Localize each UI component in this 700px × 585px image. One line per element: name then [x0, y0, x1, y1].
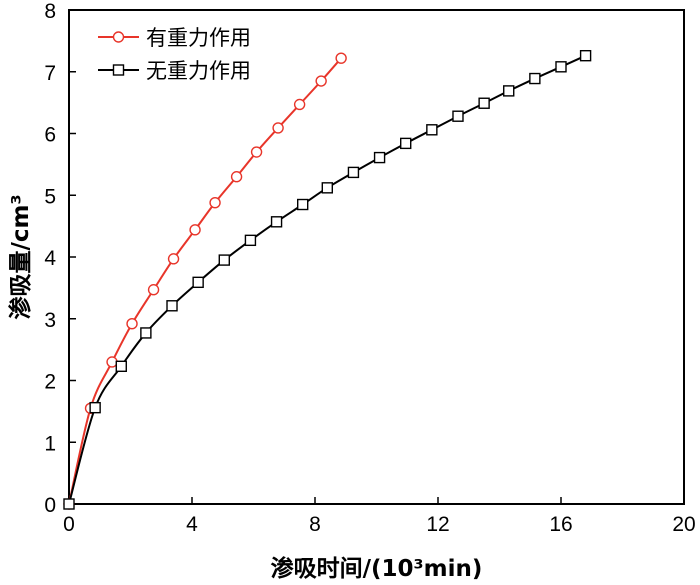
- data-point: [167, 253, 180, 265]
- data-point: [166, 300, 178, 312]
- data-point: [529, 72, 541, 85]
- x-tick-label: 12: [426, 513, 449, 536]
- data-point: [315, 75, 327, 87]
- data-point: [140, 327, 152, 339]
- x-tick-label: 8: [309, 513, 321, 536]
- x-axis-title: 渗吸时间/(10³min): [271, 555, 483, 582]
- plot-frame: [68, 9, 685, 505]
- data-point: [478, 97, 490, 109]
- data-point: [272, 122, 284, 134]
- data-point: [335, 52, 347, 64]
- data-point: [244, 234, 257, 247]
- series-line: [68, 57, 342, 505]
- y-tick-label: 3: [44, 309, 56, 332]
- x-tick-label: 16: [549, 513, 572, 536]
- data-point: [270, 216, 283, 228]
- data-point: [126, 317, 138, 330]
- series-line: [68, 54, 587, 505]
- data-point: [218, 254, 230, 266]
- x-tick-label: 0: [63, 513, 75, 536]
- x-tick-label: 20: [672, 513, 695, 536]
- data-point: [147, 284, 160, 296]
- y-tick-label: 4: [44, 247, 56, 270]
- data-point: [503, 85, 515, 97]
- data-point: [89, 401, 101, 414]
- data-point: [321, 182, 333, 194]
- data-point: [189, 224, 201, 236]
- y-tick-label: 1: [44, 432, 56, 455]
- data-point: [230, 171, 243, 183]
- data-point: [63, 498, 75, 510]
- legend-label: 无重力作用: [146, 59, 251, 83]
- legend-marker: [112, 64, 125, 76]
- x-tick-label: 4: [186, 513, 198, 536]
- y-tick-label: 6: [44, 124, 56, 147]
- y-tick-label: 7: [44, 62, 56, 85]
- y-tick-label: 2: [44, 371, 56, 394]
- series-2: [63, 49, 592, 510]
- legend-marker: [112, 31, 125, 43]
- data-point: [579, 49, 592, 62]
- data-point: [115, 360, 127, 372]
- data-point: [452, 110, 464, 122]
- data-point: [373, 151, 386, 164]
- data-point: [250, 146, 263, 158]
- data-point: [209, 196, 221, 209]
- data-point: [293, 98, 306, 111]
- data-point: [426, 124, 438, 136]
- data-point: [400, 137, 412, 150]
- legend-label: 有重力作用: [146, 26, 251, 50]
- y-axis-title: 渗吸量/cm³: [7, 194, 34, 319]
- data-point: [555, 61, 567, 73]
- data-point: [192, 276, 204, 289]
- y-tick-label: 8: [44, 0, 56, 23]
- data-point: [106, 356, 118, 368]
- data-point: [297, 198, 309, 211]
- series-1: [63, 52, 347, 510]
- y-tick-label: 5: [44, 185, 56, 208]
- series-layer: [63, 49, 592, 510]
- y-tick-label: 0: [44, 494, 56, 517]
- data-point: [347, 166, 360, 179]
